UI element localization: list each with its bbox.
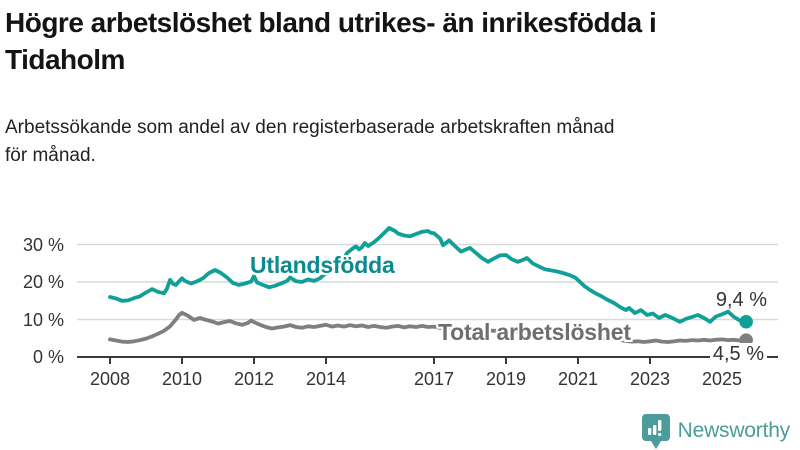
newsworthy-logo: Newsworthy (641, 412, 790, 450)
series-line-1 (108, 310, 748, 344)
series-label-utlandsfodda: Utlandsfödda (250, 252, 395, 278)
series-end-dot-0 (739, 314, 753, 329)
end-value-label-total: 4,5 % (709, 343, 767, 366)
y-axis-label-30: 30 % (22, 234, 64, 255)
chart-subtitle: Arbetssökande som andel av den registerb… (5, 114, 797, 170)
x-axis-label-2021: 2021 (557, 369, 599, 389)
y-axis-label-0: 0 % (32, 347, 64, 367)
newsworthy-logo-text: Newsworthy (677, 419, 791, 442)
title-line-2: Tidaholm (5, 44, 125, 75)
chart-title: Högre arbetslöshet bland utrikes- än inr… (5, 4, 797, 78)
y-axis-label-20: 20 % (22, 272, 64, 292)
x-axis-label-2019: 2019 (485, 369, 527, 389)
series-line-0 (108, 226, 748, 324)
series-label-total-arbetsloshet: Total arbetslöshet (438, 319, 631, 345)
y-axis-label-10: 10 % (22, 309, 64, 330)
x-axis-label-2025: 2025 (701, 369, 743, 389)
title-line-1: Högre arbetslöshet bland utrikes- än inr… (5, 7, 657, 38)
subtitle-line-2: för månad. (5, 145, 96, 166)
subtitle-line-1: Arbetssökande som andel av den registerb… (5, 117, 615, 138)
x-axis-label-2017: 2017 (413, 369, 455, 389)
x-axis-label-2010: 2010 (161, 369, 203, 389)
x-axis-label-2023: 2023 (629, 369, 671, 389)
x-axis-label-2014: 2014 (305, 369, 347, 389)
newsworthy-logo-icon (641, 413, 670, 449)
end-value-label-utlandsfodda: 9,4 % (715, 289, 767, 311)
x-axis-label-2008: 2008 (89, 369, 131, 389)
x-axis-label-2012: 2012 (233, 369, 275, 389)
